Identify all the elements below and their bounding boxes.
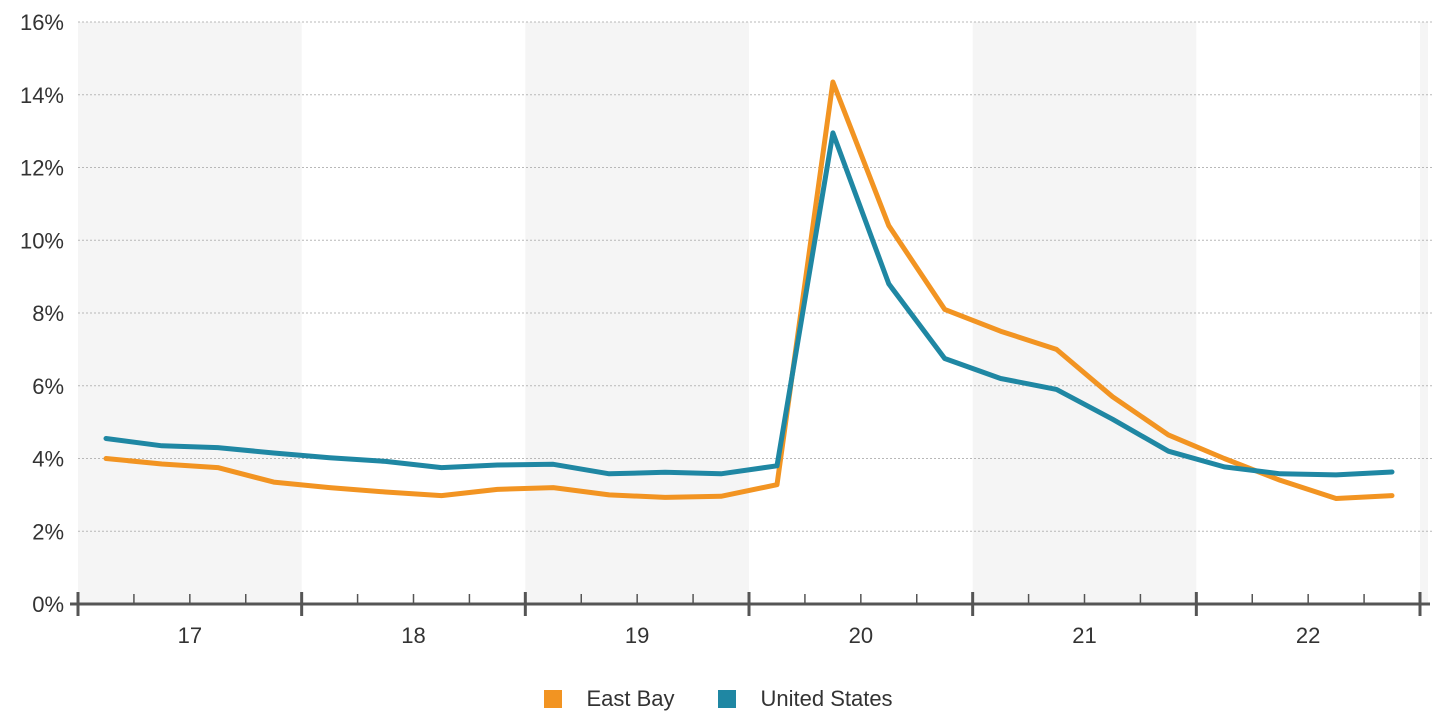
year-bands: [78, 22, 1428, 604]
y-tick-label: 6%: [32, 374, 64, 399]
legend-swatch-united-states: [718, 690, 737, 708]
x-axis: [70, 592, 1430, 616]
y-tick-label: 0%: [32, 592, 64, 617]
x-tick-label: 20: [849, 623, 873, 648]
y-tick-label: 14%: [20, 83, 64, 108]
legend-item-east-bay[interactable]: East Bay: [544, 686, 674, 712]
y-tick-label: 8%: [32, 301, 64, 326]
series-line-east-bay: [103, 79, 1395, 501]
y-tick-label: 12%: [20, 156, 64, 181]
series-lines: [103, 79, 1395, 501]
x-tick-label: 22: [1296, 623, 1320, 648]
y-tick-label: 2%: [32, 519, 64, 544]
legend-swatch-east-bay: [544, 690, 563, 708]
x-tick-label: 21: [1072, 623, 1096, 648]
line-chart: 0% 2% 4% 6% 8% 10% 12% 14% 16% 17 18 19 20 21 22: [20, 10, 1432, 648]
legend: East Bay United States: [0, 686, 1437, 712]
y-tick-label: 16%: [20, 10, 64, 35]
y-axis-labels: 0% 2% 4% 6% 8% 10% 12% 14% 16%: [20, 10, 64, 617]
series-line-united-states: [103, 130, 1395, 478]
gridlines: [78, 21, 1432, 532]
legend-label-united-states: United States: [760, 686, 893, 711]
y-tick-label: 10%: [20, 228, 64, 253]
legend-label-east-bay: East Bay: [586, 686, 675, 711]
y-tick-label: 4%: [32, 447, 64, 472]
x-axis-labels: 17 18 19 20 21 22: [178, 623, 1321, 648]
x-tick-label: 18: [401, 623, 425, 648]
x-tick-label: 17: [178, 623, 202, 648]
x-tick-label: 19: [625, 623, 649, 648]
legend-item-united-states[interactable]: United States: [718, 686, 893, 712]
